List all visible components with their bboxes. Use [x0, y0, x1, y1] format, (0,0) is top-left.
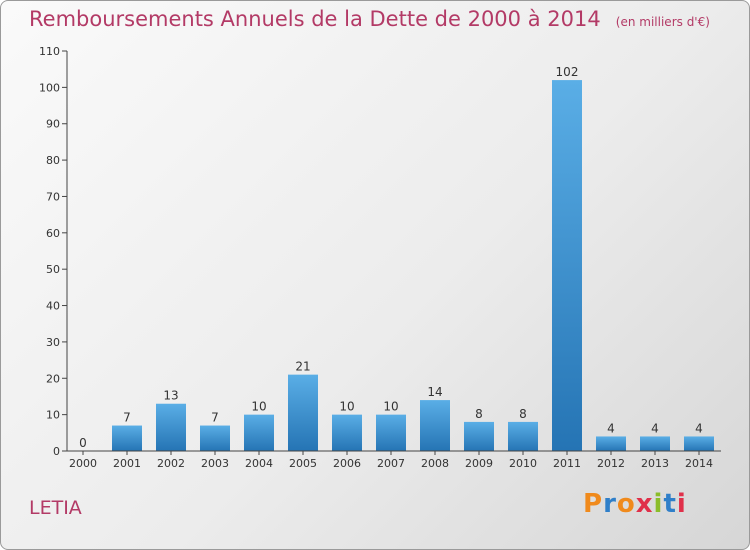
- bar-value-label: 14: [427, 385, 442, 399]
- logo-letter: o: [616, 489, 636, 519]
- bar-value-label: 102: [556, 65, 579, 79]
- bar-value-label: 0: [79, 436, 87, 450]
- chart-title: Remboursements Annuels de la Dette de 20…: [29, 7, 710, 31]
- bar-value-label: 4: [607, 421, 615, 435]
- y-tick-label: 10: [46, 409, 60, 422]
- bar: [376, 414, 406, 451]
- x-tick-label: 2002: [157, 457, 185, 470]
- y-tick-label: 110: [39, 45, 60, 58]
- x-tick-label: 2013: [641, 457, 669, 470]
- bar: [552, 80, 582, 451]
- bar-value-label: 4: [695, 421, 703, 435]
- x-tick-label: 2008: [421, 457, 449, 470]
- x-tick-label: 2004: [245, 457, 273, 470]
- x-tick-label: 2003: [201, 457, 229, 470]
- chart-unit: (en milliers d'€): [615, 15, 710, 29]
- y-tick-label: 60: [46, 227, 60, 240]
- y-tick-label: 50: [46, 263, 60, 276]
- logo-letter: t: [663, 489, 677, 519]
- y-tick-label: 70: [46, 190, 60, 203]
- x-tick-label: 2012: [597, 457, 625, 470]
- y-tick-label: 30: [46, 336, 60, 349]
- y-tick-label: 90: [46, 118, 60, 131]
- y-tick-label: 20: [46, 372, 60, 385]
- logo-letter: x: [635, 489, 654, 519]
- logo-letter: r: [603, 489, 617, 519]
- bars: 0 7 13 7 10 21 10 10 14 8 8 102 4 4 4: [79, 65, 714, 451]
- x-tick-label: 2007: [377, 457, 405, 470]
- bar-value-label: 7: [211, 411, 219, 425]
- bar: [244, 414, 274, 451]
- proxiti-logo: Proxiti: [583, 489, 687, 519]
- x-tick-label: 2006: [333, 457, 361, 470]
- x-tick-label: 2014: [685, 457, 713, 470]
- commune-name: LETIA: [29, 497, 82, 519]
- bar: [464, 421, 494, 451]
- x-axis: 2000 2001 2002 2003 2004 2005 2006 2007 2008 2009…: [67, 450, 721, 470]
- bar: [508, 421, 538, 451]
- bar-value-label: 10: [251, 400, 266, 414]
- bar-value-label: 8: [475, 407, 483, 421]
- bar-value-label: 10: [383, 400, 398, 414]
- bar: [684, 436, 714, 451]
- y-tick-label: 0: [53, 445, 60, 458]
- y-tick-label: 80: [46, 154, 60, 167]
- x-tick-label: 2010: [509, 457, 537, 470]
- y-tick-label: 40: [46, 300, 60, 313]
- x-tick-label: 2000: [69, 457, 97, 470]
- logo-letter: i: [653, 489, 664, 519]
- bar: [420, 400, 450, 451]
- bar-value-label: 8: [519, 407, 527, 421]
- y-tick-label: 100: [39, 81, 60, 94]
- bar: [640, 436, 670, 451]
- bar: [596, 436, 626, 451]
- bar: [332, 414, 362, 451]
- x-tick-label: 2011: [553, 457, 581, 470]
- x-tick-label: 2005: [289, 457, 317, 470]
- x-tick-label: 2001: [113, 457, 141, 470]
- bar-value-label: 13: [163, 389, 178, 403]
- bar-value-label: 21: [295, 360, 310, 374]
- y-axis: 0 10 20 30 40 50 60 70 80 90 100 110: [39, 45, 68, 458]
- bar-value-label: 7: [123, 411, 131, 425]
- bar-value-label: 10: [339, 400, 354, 414]
- bar: [156, 403, 186, 451]
- bar-value-label: 4: [651, 421, 659, 435]
- logo-letter: i: [676, 489, 687, 519]
- bar: [112, 425, 142, 451]
- x-tick-label: 2009: [465, 457, 493, 470]
- bar: [200, 425, 230, 451]
- logo-letter: P: [583, 489, 604, 519]
- chart-title-text: Remboursements Annuels de la Dette de 20…: [29, 7, 601, 31]
- bar: [288, 374, 318, 451]
